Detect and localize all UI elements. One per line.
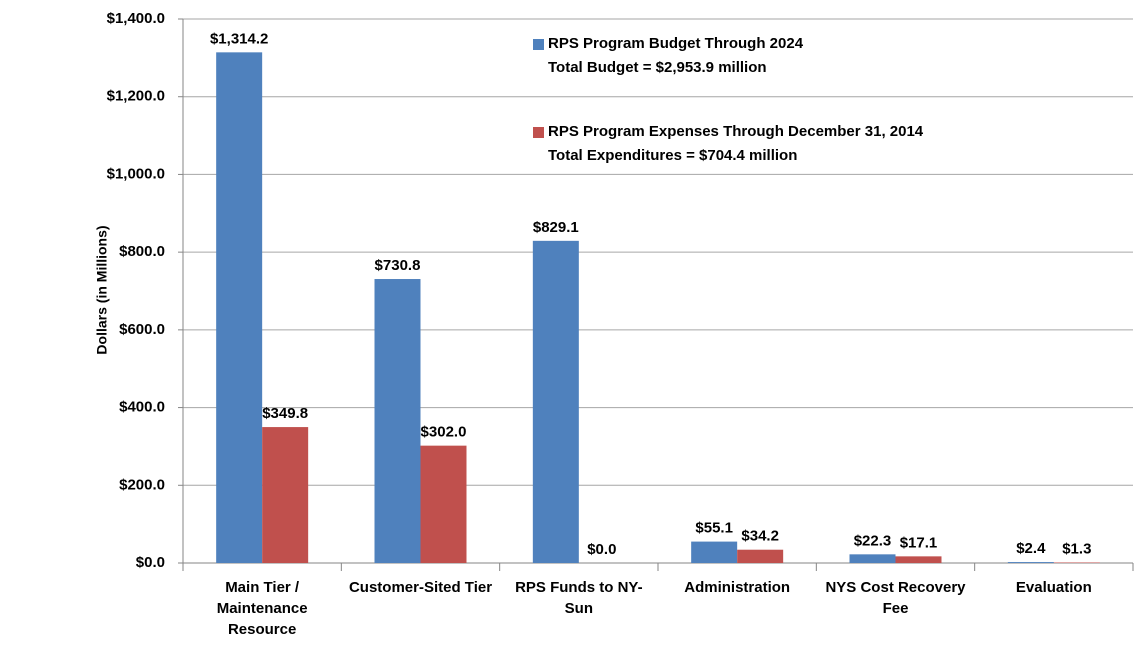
x-tick-label: Main Tier / Maintenance Resource	[216, 579, 308, 638]
value-label: $1,314.2	[210, 30, 268, 47]
value-label: $0.0	[587, 541, 616, 558]
bar	[262, 427, 309, 563]
value-label: $17.1	[900, 534, 938, 551]
legend-label: RPS Program Budget Through 2024	[548, 35, 804, 52]
value-label: $22.3	[854, 532, 892, 549]
value-label: $829.1	[533, 219, 579, 236]
bar	[420, 445, 467, 563]
x-tick-label: RPS Funds to NY-Sun	[515, 579, 643, 617]
value-label: $1.3	[1062, 540, 1091, 557]
y-tick-label: $1,200.0	[107, 88, 165, 105]
bar	[532, 240, 579, 563]
x-tick-label: NYS Cost Recovery Fee	[825, 579, 966, 617]
x-tick-label: Evaluation	[1015, 579, 1092, 596]
y-tick-label: $0.0	[136, 554, 165, 571]
value-label: $349.8	[262, 405, 308, 422]
y-tick-label: $600.0	[119, 321, 165, 338]
y-tick-label: $1,000.0	[107, 165, 165, 182]
legend-swatch	[533, 127, 544, 138]
legend-note: Total Budget = $2,953.9 million	[548, 59, 767, 76]
y-tick-label: $200.0	[119, 476, 165, 493]
value-label: $2.4	[1016, 540, 1046, 557]
x-tick-label: Customer-Sited Tier	[348, 579, 493, 596]
bar	[737, 549, 784, 563]
bar	[216, 52, 263, 564]
bar	[374, 279, 421, 563]
x-tick-label: Administration	[684, 579, 791, 596]
value-label: $55.1	[695, 520, 733, 537]
y-axis-title: Dollars (in Millions)	[94, 225, 110, 354]
bar	[1053, 562, 1100, 563]
bar	[691, 541, 738, 563]
bar	[1007, 562, 1054, 563]
legend-note: Total Expenditures = $704.4 million	[548, 147, 797, 164]
legend-swatch	[533, 39, 544, 50]
value-label: $302.0	[421, 424, 467, 441]
y-tick-label: $400.0	[119, 399, 165, 416]
value-label: $730.8	[375, 257, 421, 274]
value-label: $34.2	[741, 528, 779, 545]
bar	[895, 556, 942, 563]
y-tick-label: $800.0	[119, 243, 165, 260]
bar	[849, 554, 896, 563]
y-tick-label: $1,400.0	[107, 10, 165, 27]
legend-label: RPS Program Expenses Through December 31…	[548, 123, 924, 140]
